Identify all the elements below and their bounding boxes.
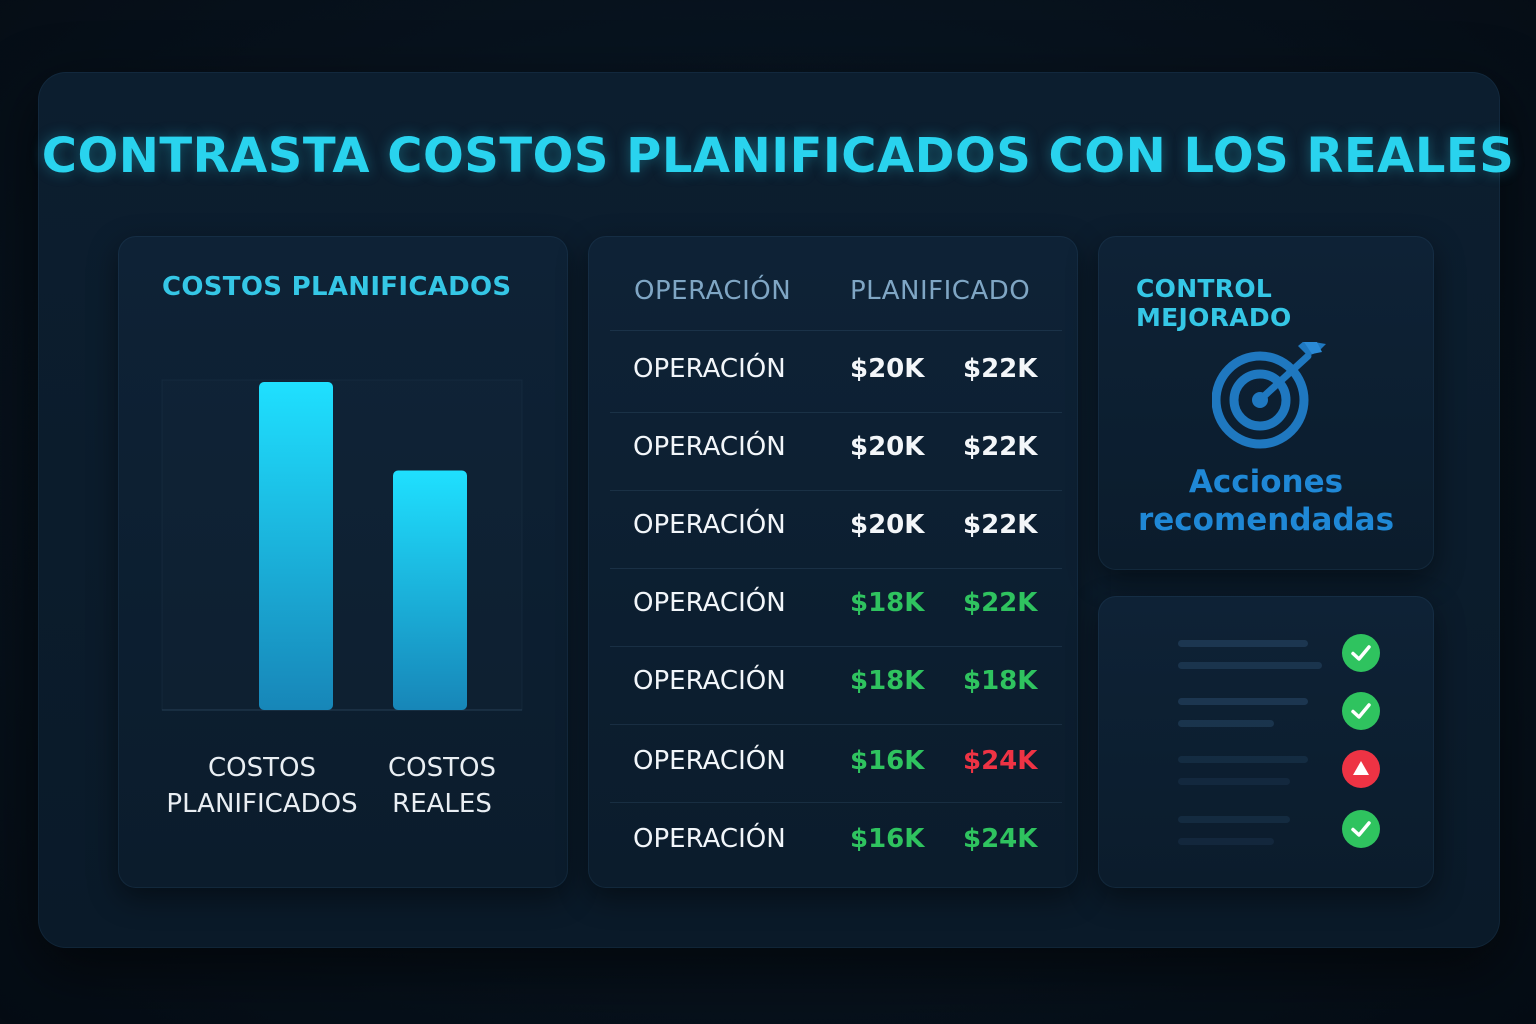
- warning-triangle-icon: [1353, 761, 1369, 775]
- row-7-operation: OPERACIÓN: [633, 824, 786, 854]
- check-icon: [1351, 821, 1371, 837]
- checklist-item: [1098, 750, 1434, 796]
- row-3-operation: OPERACIÓN: [633, 510, 786, 540]
- placeholder-text-line: [1178, 756, 1308, 763]
- check-icon: [1351, 703, 1371, 719]
- row-5-actual: $18K: [963, 666, 1038, 696]
- placeholder-text-line: [1178, 778, 1290, 785]
- column-header-operation: OPERACIÓN: [634, 276, 792, 306]
- row-2-operation: OPERACIÓN: [633, 432, 786, 462]
- checklist-item: [1098, 810, 1434, 856]
- category-label-2-line-1: COSTOS: [388, 753, 496, 783]
- plot-area: [161, 379, 523, 711]
- placeholder-text-line: [1178, 640, 1308, 647]
- chart-panel: COSTOS PLANIFICADOS COSTOS PLANIFICADOS CO…: [118, 236, 568, 888]
- target-arrow-icon: [1212, 342, 1326, 449]
- status-indicator: [1342, 634, 1380, 672]
- row-7-actual: $24K: [963, 824, 1038, 854]
- row-divider: [610, 646, 1062, 647]
- check-icon: [1351, 645, 1371, 661]
- actions-line-2: recomendadas: [1137, 502, 1395, 538]
- row-4-planned: $18K: [850, 588, 925, 618]
- row-4-actual: $22K: [963, 588, 1038, 618]
- placeholder-text-line: [1178, 720, 1274, 727]
- row-1-actual: $22K: [963, 354, 1038, 384]
- placeholder-text-line: [1178, 662, 1322, 669]
- category-label-2-line-2: REALES: [392, 789, 492, 819]
- row-2-planned: $20K: [850, 432, 925, 462]
- row-divider: [610, 568, 1062, 569]
- placeholder-text-line: [1178, 698, 1308, 705]
- checklist-panel: [1098, 596, 1434, 888]
- placeholder-text-line: [1178, 838, 1274, 845]
- bar-2: [393, 470, 467, 710]
- status-indicator: [1342, 750, 1380, 788]
- placeholder-text-line: [1178, 816, 1290, 823]
- row-7-planned: $16K: [850, 824, 925, 854]
- row-6-operation: OPERACIÓN: [633, 746, 786, 776]
- chart-title: COSTOS PLANIFICADOS: [162, 272, 512, 302]
- bar-1: [259, 382, 333, 710]
- row-4-operation: OPERACIÓN: [633, 588, 786, 618]
- category-label-1-line-2: PLANIFICADOS: [166, 789, 357, 819]
- actions-line-1: Acciones: [1188, 464, 1344, 500]
- control-panel: CONTROL MEJORADO Acciones recomendadas: [1098, 236, 1434, 570]
- row-divider: [610, 330, 1062, 331]
- page-title: CONTRASTA COSTOS PLANIFICADOS CON LOS RE…: [41, 128, 1515, 184]
- control-title: CONTROL MEJORADO: [1136, 274, 1292, 332]
- category-label-1-line-1: COSTOS: [208, 753, 316, 783]
- column-header-planned: PLANIFICADO: [850, 276, 1031, 306]
- row-1-operation: OPERACIÓN: [633, 354, 786, 384]
- row-5-operation: OPERACIÓN: [633, 666, 786, 696]
- row-divider: [610, 724, 1062, 725]
- row-3-planned: $20K: [850, 510, 925, 540]
- checklist-item: [1098, 634, 1434, 680]
- row-6-actual: $24K: [963, 746, 1038, 776]
- row-divider: [610, 412, 1062, 413]
- row-divider: [610, 490, 1062, 491]
- row-2-actual: $22K: [963, 432, 1038, 462]
- row-divider: [610, 802, 1062, 803]
- row-1-planned: $20K: [850, 354, 925, 384]
- row-6-planned: $16K: [850, 746, 925, 776]
- bar-chart: COSTOS PLANIFICADOS COSTOS REALES: [161, 379, 523, 819]
- checklist-item: [1098, 692, 1434, 738]
- row-3-actual: $22K: [963, 510, 1038, 540]
- row-5-planned: $18K: [850, 666, 925, 696]
- status-indicator: [1342, 810, 1380, 848]
- cost-table-panel: OPERACIÓN PLANIFICADO OPERACIÓN $20K $22K O…: [588, 236, 1078, 888]
- status-indicator: [1342, 692, 1380, 730]
